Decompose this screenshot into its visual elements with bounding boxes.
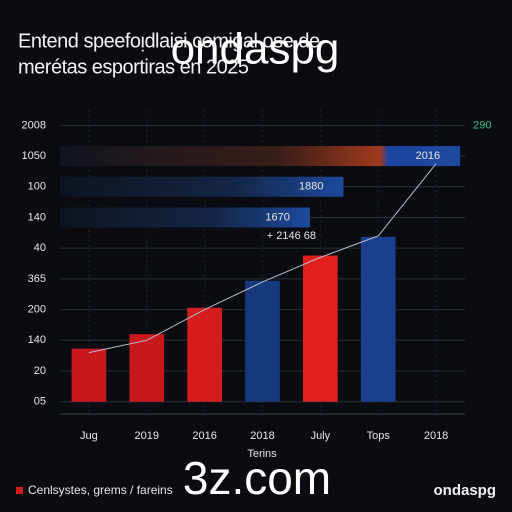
y-tick-label: 140 xyxy=(28,211,46,223)
bar-value-label: 1880 xyxy=(299,181,323,193)
chart-subtitle: merétas esportiras en 2025 xyxy=(18,56,249,78)
annotation: 290 xyxy=(473,119,491,131)
y-tick-label: 40 xyxy=(34,242,46,254)
bar xyxy=(360,236,396,402)
y-tick-label: 100 xyxy=(28,181,46,193)
watermark: ondaspg xyxy=(171,25,340,74)
y-tick-label: 05 xyxy=(34,396,46,408)
y-tick-label: 20 xyxy=(34,365,46,377)
y-tick-label: 2008 xyxy=(22,119,46,131)
horizontal-bar xyxy=(60,207,310,228)
x-tick-label: 2018 xyxy=(424,430,448,442)
bar xyxy=(71,348,107,402)
y-tick-label: 140 xyxy=(28,334,46,346)
x-tick-label: Jug xyxy=(80,430,98,442)
x-tick-label: 2018 xyxy=(250,430,274,442)
legend-label: Cenlsystes, grems / fareins xyxy=(28,483,173,497)
bar xyxy=(187,307,222,402)
x-tick-label: Tops xyxy=(367,430,391,442)
bar xyxy=(129,334,165,402)
watermark: 3z.com xyxy=(183,452,331,504)
brand: ondaspg xyxy=(434,482,497,499)
y-tick-label: 365 xyxy=(28,273,46,285)
bar xyxy=(245,280,280,402)
annotation: + 2146 68 xyxy=(267,230,316,242)
x-tick-label: 2019 xyxy=(135,430,159,442)
bar-value-label: 2016 xyxy=(416,150,440,162)
chart-title: Entend speefoᴉdlaisi comigal ose de xyxy=(18,30,320,52)
y-tick-label: 200 xyxy=(28,304,46,316)
horizontal-bar xyxy=(60,146,461,167)
bar xyxy=(303,255,338,402)
legend-swatch xyxy=(16,487,23,494)
x-tick-label: July xyxy=(311,430,331,442)
horizontal-bar xyxy=(60,176,344,197)
bar-value-label: 1670 xyxy=(265,211,289,223)
trend-line xyxy=(88,163,437,354)
x-tick-label: 2016 xyxy=(192,430,216,442)
y-tick-label: 1050 xyxy=(22,150,46,162)
x-axis-label: Terins xyxy=(247,448,277,460)
